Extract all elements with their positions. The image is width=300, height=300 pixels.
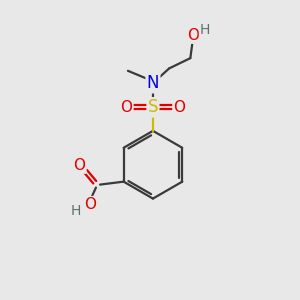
Text: S: S	[148, 98, 158, 116]
Text: H: H	[70, 203, 80, 218]
Text: O: O	[187, 28, 199, 43]
Text: O: O	[84, 197, 96, 212]
Text: O: O	[120, 100, 132, 115]
Text: O: O	[74, 158, 86, 173]
Text: O: O	[173, 100, 185, 115]
Text: H: H	[200, 23, 210, 37]
Text: N: N	[147, 74, 159, 92]
